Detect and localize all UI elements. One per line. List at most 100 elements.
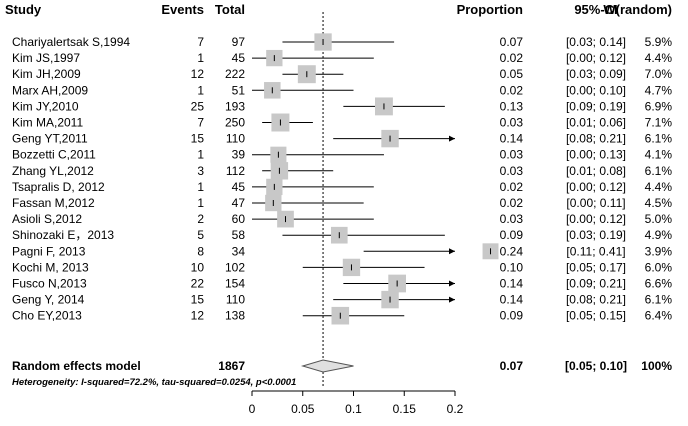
study-total: 138 (225, 309, 245, 323)
study-name: Kim JY,2010 (12, 99, 79, 113)
x-tick-label: 0.2 (447, 402, 464, 416)
study-total: 47 (232, 196, 246, 210)
study-events: 1 (197, 148, 204, 162)
study-ci: [0.01; 0.06] (566, 116, 626, 130)
study-proportion: 0.14 (500, 293, 524, 307)
study-total: 45 (232, 180, 246, 194)
study-proportion: 0.05 (500, 67, 524, 81)
study-proportion: 0.03 (500, 212, 524, 226)
study-name: Tsapralis D, 2012 (12, 180, 105, 194)
study-events: 15 (191, 293, 205, 307)
study-total: 45 (232, 51, 246, 65)
study-name: Bozzetti C,2011 (12, 148, 96, 162)
study-events: 7 (197, 35, 204, 49)
study-weight: 6.6% (645, 277, 673, 291)
study-ci: [0.01; 0.08] (566, 164, 626, 178)
study-ci: [0.00; 0.13] (566, 148, 626, 162)
study-name: Fusco N,2013 (12, 277, 87, 291)
study-events: 22 (191, 277, 205, 291)
study-weight: 4.4% (645, 51, 673, 65)
study-events: 1 (197, 51, 204, 65)
study-proportion: 0.03 (500, 164, 524, 178)
study-events: 8 (197, 244, 204, 258)
x-tick-label: 0.05 (291, 402, 315, 416)
study-ci: [0.00; 0.12] (566, 51, 626, 65)
study-weight: 7.1% (645, 116, 673, 130)
study-ci: [0.08; 0.21] (566, 132, 626, 146)
ci-arrow (449, 135, 455, 142)
study-weight: 4.1% (645, 148, 673, 162)
study-name: Kochi M, 2013 (12, 260, 89, 274)
study-events: 15 (191, 132, 205, 146)
study-events: 1 (197, 196, 204, 210)
study-proportion: 0.09 (500, 309, 524, 323)
study-events: 1 (197, 180, 204, 194)
header-ci: 95%-CI (574, 2, 617, 17)
study-ci: [0.11; 0.41] (566, 244, 625, 258)
study-proportion: 0.07 (500, 35, 524, 49)
study-ci: [0.00; 0.10] (566, 83, 626, 97)
study-proportion: 0.02 (500, 83, 524, 97)
study-ci: [0.03; 0.14] (566, 35, 626, 49)
header-total: Total (215, 2, 245, 17)
header-proportion: Proportion (457, 2, 523, 17)
study-weight: 5.9% (645, 35, 673, 49)
summary-weight: 100% (641, 359, 672, 373)
study-events: 10 (191, 260, 205, 274)
study-name: Zhang YL,2012 (12, 164, 94, 178)
study-weight: 4.4% (645, 180, 673, 194)
study-weight: 4.7% (645, 83, 673, 97)
study-weight: 6.1% (645, 132, 673, 146)
heterogeneity-note: Heterogeneity: I-squared=72.2%, tau-squa… (12, 377, 296, 388)
study-proportion: 0.02 (500, 51, 524, 65)
study-proportion: 0.03 (500, 116, 524, 130)
study-proportion: 0.14 (500, 132, 524, 146)
study-name: Pagni F, 2013 (12, 244, 86, 258)
summary-ci: [0.05; 0.10] (565, 359, 627, 373)
study-name: Marx AH,2009 (12, 83, 88, 97)
study-total: 60 (232, 212, 246, 226)
study-ci: [0.00; 0.11] (566, 196, 625, 210)
study-events: 12 (191, 67, 205, 81)
study-proportion: 0.09 (500, 228, 524, 242)
study-weight: 3.9% (645, 244, 673, 258)
study-name: Geng YT,2011 (12, 132, 88, 146)
study-total: 193 (225, 99, 245, 113)
study-ci: [0.05; 0.17] (566, 260, 626, 274)
study-proportion: 0.02 (500, 180, 524, 194)
study-events: 5 (197, 228, 204, 242)
plot-area: 0 0.05 0.1 0.15 0.2 (249, 12, 499, 416)
study-name: Kim JH,2009 (12, 67, 81, 81)
study-ci: [0.05; 0.15] (566, 309, 626, 323)
study-events: 7 (197, 116, 204, 130)
study-weight: 6.1% (645, 164, 673, 178)
study-proportion: 0.13 (500, 99, 524, 113)
study-weight: 6.9% (645, 99, 673, 113)
study-ci: [0.09; 0.19] (566, 99, 626, 113)
study-ci: [0.00; 0.12] (566, 212, 626, 226)
study-total: 51 (232, 83, 246, 97)
study-weight: 6.0% (645, 260, 673, 274)
study-proportion: 0.10 (500, 260, 524, 274)
study-total: 250 (225, 116, 245, 130)
header-weight: W(random) (603, 2, 672, 17)
summary-proportion: 0.07 (500, 359, 524, 373)
study-total: 102 (225, 260, 245, 274)
x-tick-label: 0.15 (393, 402, 417, 416)
study-proportion: 0.24 (500, 244, 524, 258)
study-weight: 6.4% (645, 309, 673, 323)
study-rows: Chariyalertsak S,1994 7 97 0.07 [0.03; 0.14]… (12, 35, 672, 323)
study-events: 12 (191, 309, 205, 323)
study-ci: [0.03; 0.19] (566, 228, 626, 242)
ci-arrow (449, 248, 455, 255)
study-ci: [0.08; 0.21] (566, 293, 626, 307)
study-total: 110 (226, 293, 245, 307)
study-ci: [0.00; 0.12] (566, 180, 626, 194)
study-total: 97 (232, 35, 246, 49)
ci-arrow (449, 280, 455, 287)
study-proportion: 0.03 (500, 148, 524, 162)
study-total: 112 (226, 164, 245, 178)
study-name: Geng Y, 2014 (12, 293, 85, 307)
study-name: Fassan M,2012 (12, 196, 95, 210)
study-total: 58 (232, 228, 246, 242)
